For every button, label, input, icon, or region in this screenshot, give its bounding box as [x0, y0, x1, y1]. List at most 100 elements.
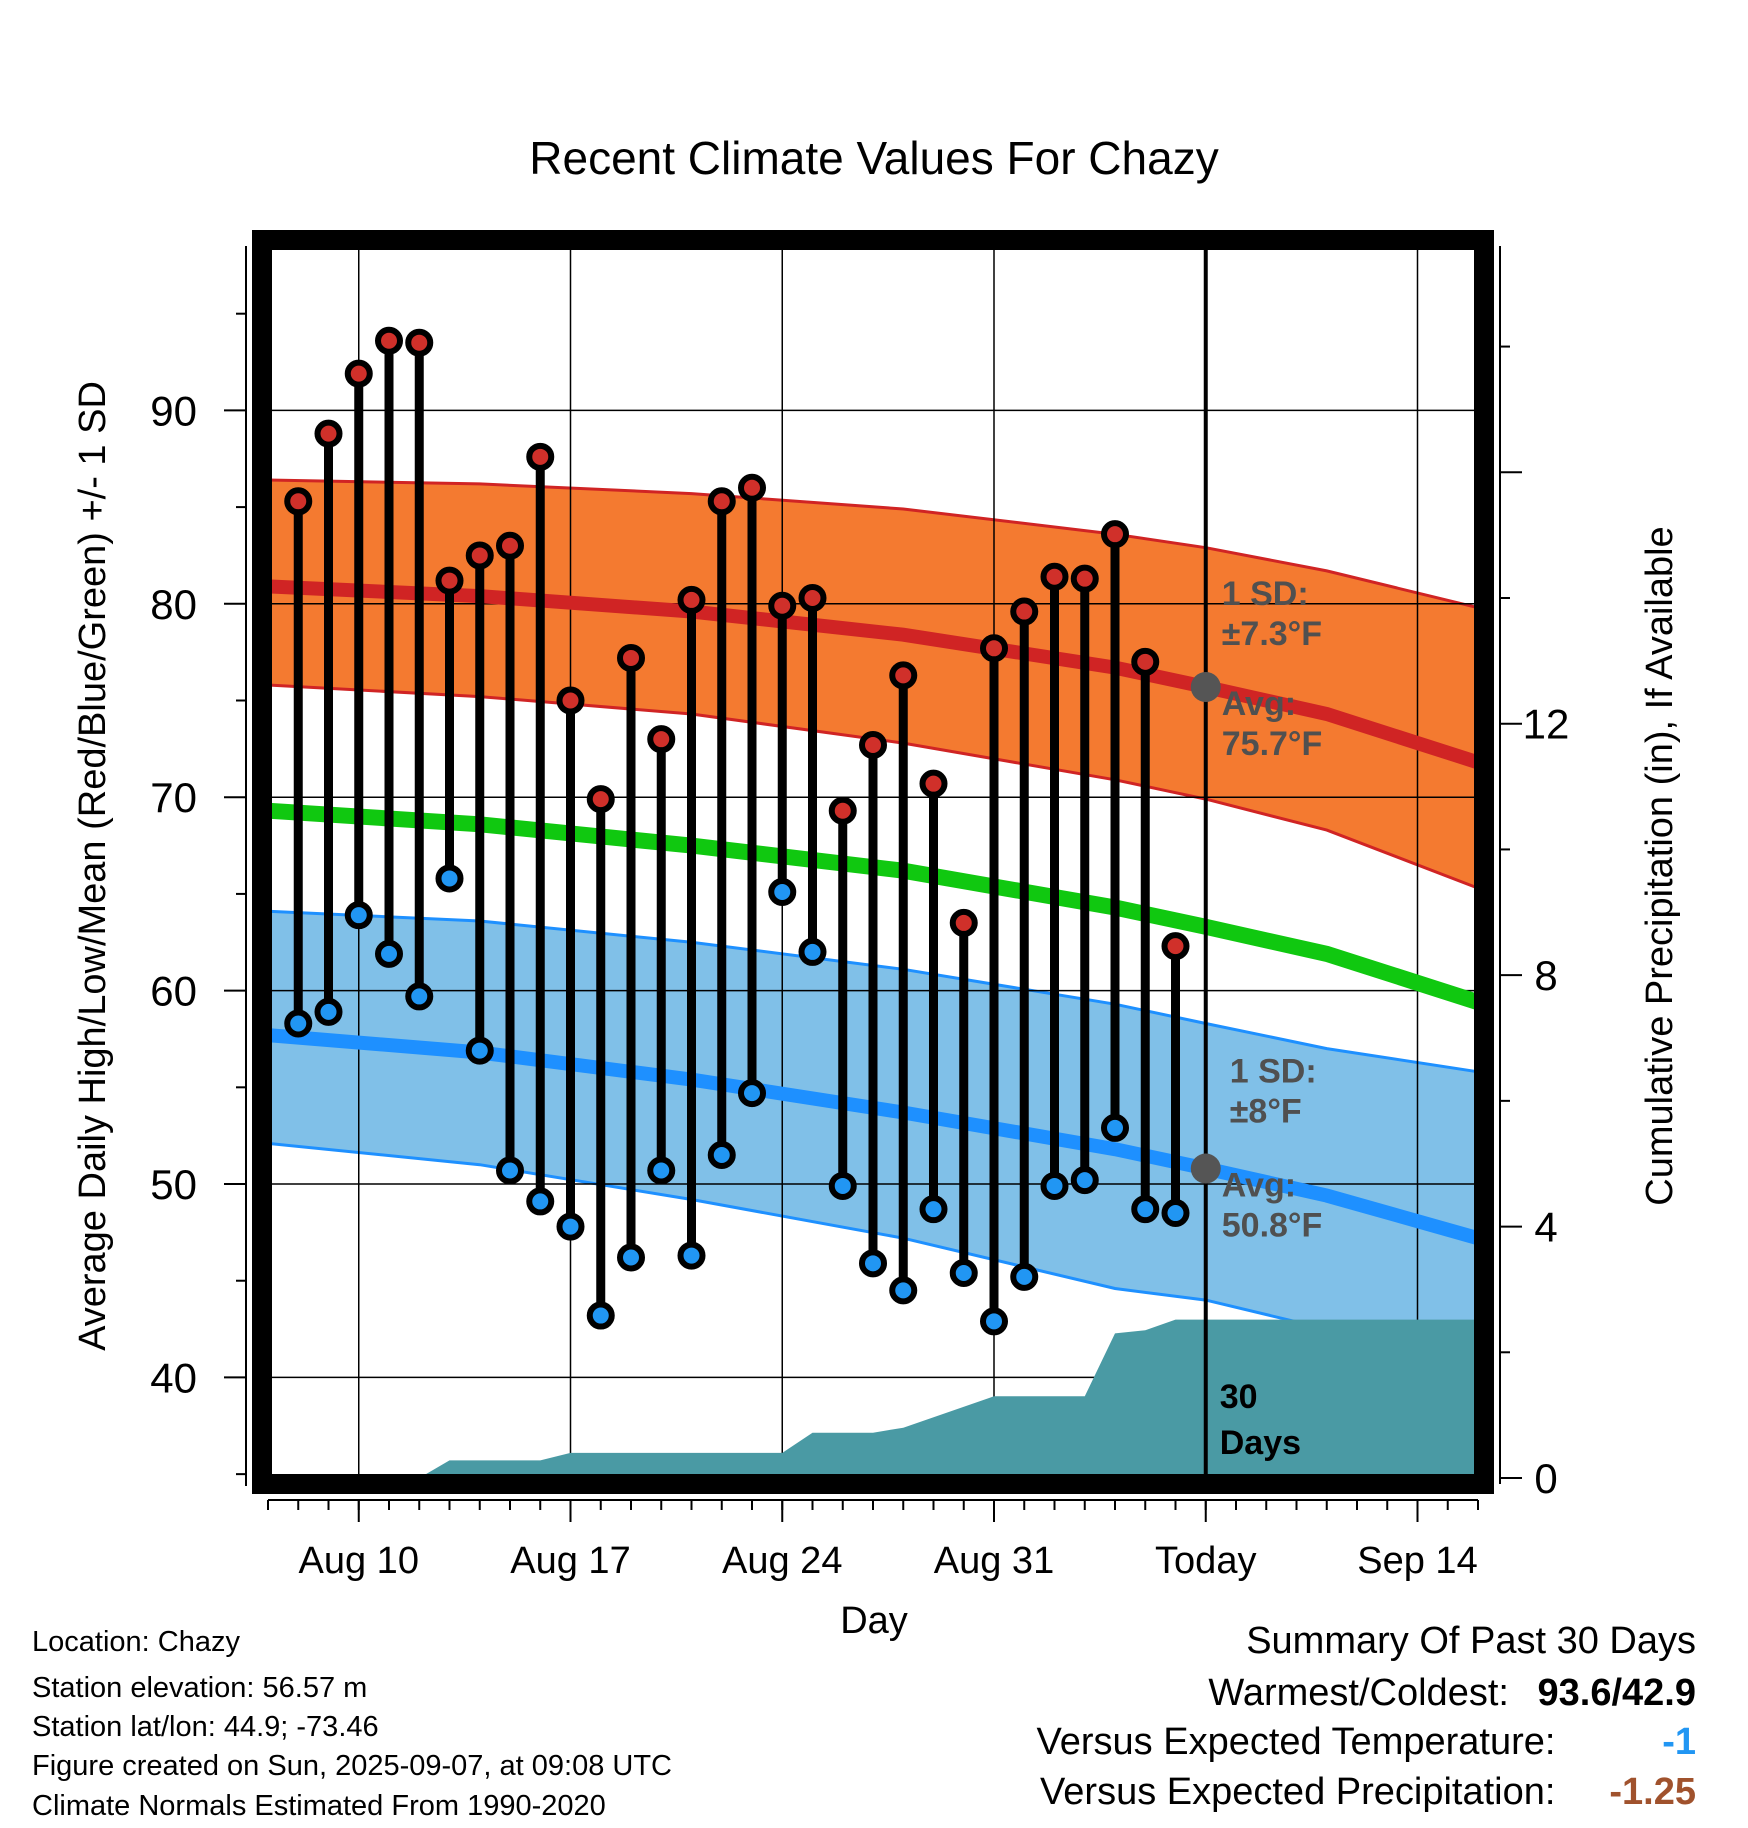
- daily-high-point: [496, 531, 524, 560]
- x-tick-label: Aug 17: [510, 1540, 630, 1582]
- low-sd-value: ±8°F: [1230, 1093, 1302, 1131]
- y-tick-label: 80: [150, 581, 197, 628]
- today-high-avg-marker: [1190, 671, 1221, 702]
- daily-high-point: [405, 328, 434, 357]
- daily-high-point: [435, 566, 464, 595]
- daily-high-point: [1131, 647, 1160, 676]
- daily-low-point: [798, 937, 827, 966]
- daily-high-point: [1070, 564, 1099, 593]
- daily-low-point: [586, 1301, 615, 1330]
- daily-high-point: [677, 585, 706, 614]
- daily-low-point: [707, 1141, 736, 1170]
- daily-low-point: [344, 901, 373, 930]
- daily-low-point: [677, 1241, 706, 1270]
- daily-low-point: [314, 997, 343, 1026]
- daily-high-point: [647, 725, 676, 754]
- summary-warm-cold: Warmest/Coldest: 93.6/42.9: [1208, 1672, 1696, 1715]
- daily-high-point: [556, 686, 585, 715]
- daily-high-point: [375, 326, 403, 355]
- x-tick-label: Aug 24: [722, 1540, 842, 1582]
- daily-low-point: [768, 877, 797, 906]
- daily-high-point: [1010, 597, 1039, 626]
- daily-high-point: [465, 541, 494, 570]
- daily-low-point: [889, 1276, 918, 1305]
- high-sd-title: 1 SD:: [1222, 575, 1309, 613]
- daily-low-point: [526, 1187, 555, 1216]
- cumulative-precip-area: [268, 1319, 1478, 1478]
- daily-low-point: [1040, 1171, 1069, 1200]
- daily-low-point: [1131, 1195, 1160, 1224]
- precip-label: Versus Expected Precipitation:: [1040, 1771, 1556, 1813]
- y2-axis-label: Cumulative Precipitation (in), If Availa…: [1639, 526, 1681, 1205]
- daily-low-point: [919, 1195, 948, 1224]
- summary-temperature: Versus Expected Temperature: -1: [1037, 1721, 1696, 1764]
- footer-created: Figure created on Sun, 2025-09-07, at 09…: [32, 1750, 672, 1782]
- x-axis-label: Day: [840, 1600, 908, 1642]
- y2-tick-label: 8: [1534, 952, 1557, 999]
- daily-high-point: [859, 730, 887, 759]
- daily-high-point: [344, 359, 373, 388]
- y2-tick-label: 12: [1523, 701, 1570, 748]
- daily-low-point: [949, 1258, 978, 1287]
- y-axis-label: Average Daily High/Low/Mean (Red/Blue/Gr…: [72, 381, 114, 1351]
- daily-low-point: [980, 1307, 1008, 1336]
- daily-low-point: [1161, 1199, 1190, 1228]
- daily-low-point: [859, 1249, 887, 1278]
- y2-tick-label: 0: [1534, 1455, 1557, 1502]
- daily-low-point: [375, 939, 403, 968]
- daily-low-point: [828, 1171, 857, 1200]
- y-tick-label: 70: [150, 774, 197, 821]
- daily-low-point: [556, 1212, 585, 1241]
- daily-low-point: [465, 1036, 494, 1065]
- daily-low-point: [1101, 1113, 1129, 1142]
- daily-low-point: [496, 1156, 524, 1185]
- warm-cold-value: 93.6/42.9: [1537, 1672, 1696, 1714]
- daily-high-point: [889, 661, 918, 690]
- high-sd-value: ±7.3°F: [1222, 615, 1322, 653]
- daily-high-point: [768, 591, 797, 620]
- low-avg-title: Avg:: [1222, 1167, 1296, 1205]
- daily-low-point: [405, 982, 434, 1011]
- footer-normals: Climate Normals Estimated From 1990-2020: [32, 1790, 606, 1822]
- daily-high-point: [586, 785, 615, 814]
- precip-value: -1.25: [1609, 1771, 1696, 1813]
- y-tick-label: 90: [150, 387, 197, 434]
- daily-high-point: [707, 487, 736, 516]
- daily-low-point: [647, 1156, 676, 1185]
- daily-high-point: [949, 908, 978, 937]
- footer-location: Location: Chazy: [32, 1626, 240, 1658]
- daily-high-point: [617, 643, 645, 672]
- y-tick-label: 40: [150, 1354, 197, 1401]
- daily-high-point: [1101, 520, 1129, 549]
- high-avg-value: 75.7°F: [1222, 725, 1323, 763]
- daily-high-point: [1161, 932, 1190, 961]
- daily-high-point: [828, 796, 857, 825]
- x-tick-label: Aug 10: [299, 1540, 419, 1582]
- y2-tick-label: 4: [1534, 1204, 1557, 1251]
- daily-high-point: [980, 634, 1008, 663]
- daily-low-point: [1070, 1166, 1099, 1195]
- daily-high-point: [919, 769, 948, 798]
- daily-low-point: [1010, 1262, 1039, 1291]
- x-tick-label: Sep 14: [1357, 1540, 1477, 1582]
- daily-high-point: [738, 473, 766, 502]
- daily-low-point: [617, 1243, 645, 1272]
- y-tick-label: 50: [150, 1161, 197, 1208]
- plot-frame: [252, 230, 1494, 1494]
- low-sd-title: 1 SD:: [1230, 1053, 1317, 1091]
- footer-elevation: Station elevation: 56.57 m: [32, 1672, 368, 1704]
- daily-high-point: [284, 487, 313, 516]
- days-label-number: 30: [1220, 1378, 1258, 1416]
- normal-high-line: [267, 579, 1481, 770]
- y-tick-label: 60: [150, 968, 197, 1015]
- daily-low-point: [284, 1009, 313, 1038]
- footer-latlon: Station lat/lon: 44.9; -73.46: [32, 1711, 379, 1743]
- x-tick-label: Aug 31: [934, 1540, 1054, 1582]
- low-avg-value: 50.8°F: [1222, 1207, 1323, 1245]
- temp-value: -1: [1662, 1721, 1696, 1763]
- daily-high-point: [1040, 562, 1069, 591]
- high-band-lower-edge: [267, 683, 1479, 890]
- chart-title: Recent Climate Values For Chazy: [529, 132, 1218, 184]
- high-avg-title: Avg:: [1222, 685, 1296, 723]
